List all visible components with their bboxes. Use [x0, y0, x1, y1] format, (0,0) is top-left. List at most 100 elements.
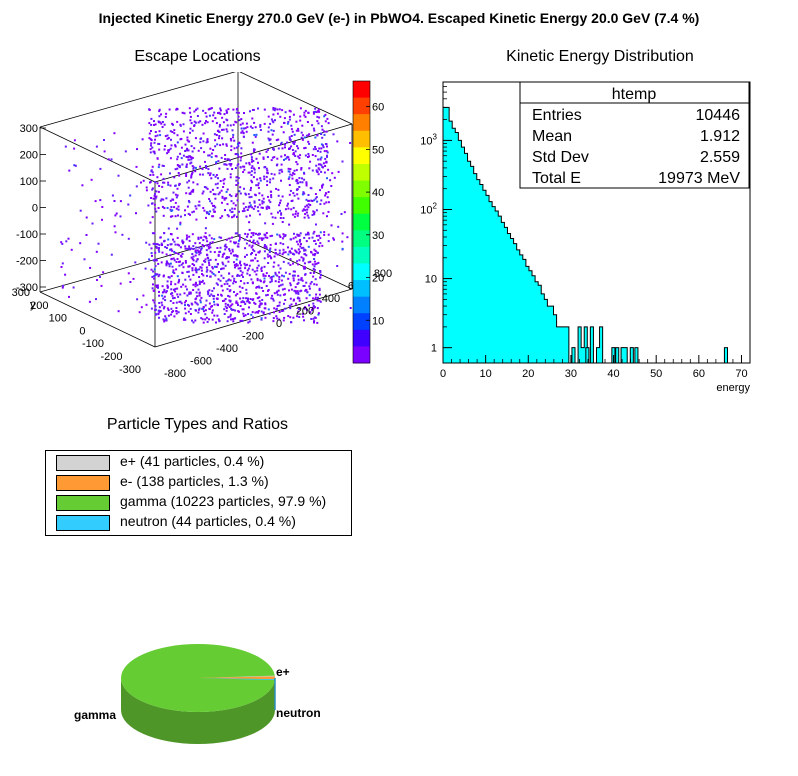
scatter-point — [150, 307, 153, 310]
scatter-point — [268, 312, 271, 315]
scatter-point — [313, 260, 316, 263]
scatter-point — [246, 235, 249, 238]
scatter-point — [211, 271, 214, 274]
scatter-point — [298, 259, 301, 262]
scatter-point — [299, 107, 302, 110]
particle-pie-chart[interactable]: gamma neutron e+ — [0, 600, 400, 776]
scatter-point — [203, 151, 206, 154]
scatter-point — [181, 111, 184, 114]
scatter-point — [289, 173, 292, 176]
scatter-point — [235, 176, 238, 179]
scatter-point — [303, 216, 306, 219]
scatter-point — [165, 264, 168, 267]
scatter-point — [210, 202, 213, 205]
scatter-point — [239, 159, 242, 162]
scatter-point — [257, 264, 260, 267]
scatter-point — [161, 251, 164, 254]
scatter-point — [317, 313, 320, 316]
scatter-point — [189, 307, 192, 310]
scatter-point — [297, 197, 300, 200]
scatter-point — [213, 303, 216, 306]
color-band — [353, 163, 370, 182]
scatter-point — [250, 174, 253, 176]
scatter-point — [204, 313, 207, 316]
scatter-point — [317, 122, 320, 125]
scatter-point — [249, 204, 252, 207]
scatter-point — [234, 195, 237, 198]
scatter-point — [237, 267, 240, 270]
scatter-point — [225, 190, 228, 193]
scatter-point — [278, 204, 281, 207]
scatter-point — [299, 238, 302, 241]
scatter-point — [321, 128, 324, 131]
scatter-point — [298, 299, 301, 302]
scatter-point — [236, 273, 239, 276]
scatter-point — [323, 171, 326, 174]
scatter-point — [274, 248, 277, 251]
scatter-point — [293, 153, 296, 156]
scatter-point — [195, 309, 197, 312]
scatter-point — [165, 319, 168, 322]
scatter-point — [326, 154, 328, 157]
scatter-point — [288, 148, 291, 150]
x-tick-label: 60 — [693, 368, 705, 380]
scatter-point — [245, 130, 248, 133]
pie-label-eplus: e+ — [276, 665, 290, 679]
scatter-point — [178, 166, 181, 169]
scatter-point — [270, 118, 273, 121]
scatter-point — [292, 252, 294, 255]
scatter-point — [163, 295, 166, 298]
scatter-point — [161, 304, 164, 307]
scatter-point — [283, 121, 286, 124]
scatter-point — [278, 169, 281, 172]
scatter-point — [117, 310, 120, 313]
scatter-point — [277, 194, 280, 197]
scatter-point — [151, 216, 154, 219]
scatter-point — [212, 193, 215, 196]
scatter-point — [171, 311, 174, 314]
scatter-point — [233, 147, 236, 150]
scatter-point — [271, 133, 274, 136]
scatter-point — [167, 227, 170, 230]
scatter-point — [312, 317, 315, 320]
scatter-point — [81, 184, 84, 187]
scatter-point — [163, 240, 165, 243]
scatter-point — [153, 301, 156, 304]
scatter-point — [327, 191, 330, 193]
scatter-point — [266, 205, 269, 208]
scatter-point — [160, 301, 163, 304]
scatter-point — [236, 146, 238, 149]
scatter-point — [230, 304, 233, 307]
scatter-point — [196, 107, 199, 110]
scatter-point — [287, 262, 290, 265]
scatter-point — [314, 278, 317, 281]
scatter-point — [292, 192, 295, 195]
scatter-point — [189, 119, 192, 122]
scatter-point — [292, 270, 295, 273]
scatter-point — [314, 110, 317, 113]
scatter-point — [255, 157, 258, 160]
scatter-point — [169, 208, 172, 211]
scatter-point — [272, 108, 275, 111]
scatter-point — [294, 155, 297, 157]
scatter-point — [209, 258, 212, 261]
scatter-point — [205, 186, 208, 189]
scatter-point — [273, 109, 276, 112]
scatter-point — [273, 261, 276, 264]
scatter-point — [253, 150, 255, 153]
scatter-point — [156, 134, 159, 137]
scatter-point — [256, 279, 259, 282]
scatter-point — [127, 237, 130, 240]
scatter-point — [324, 192, 327, 195]
escape-locations-plot[interactable]: -300-200-10001002003003002001000-100-200… — [0, 72, 400, 392]
color-tick-label: 40 — [372, 187, 384, 199]
scatter-point — [239, 192, 242, 195]
scatter-point — [211, 289, 214, 292]
pie-3d — [121, 644, 276, 744]
scatter-point — [304, 115, 307, 118]
scatter-point — [245, 292, 248, 295]
scatter-point — [261, 200, 264, 203]
scatter-point — [270, 196, 273, 199]
scatter-point — [209, 241, 212, 244]
